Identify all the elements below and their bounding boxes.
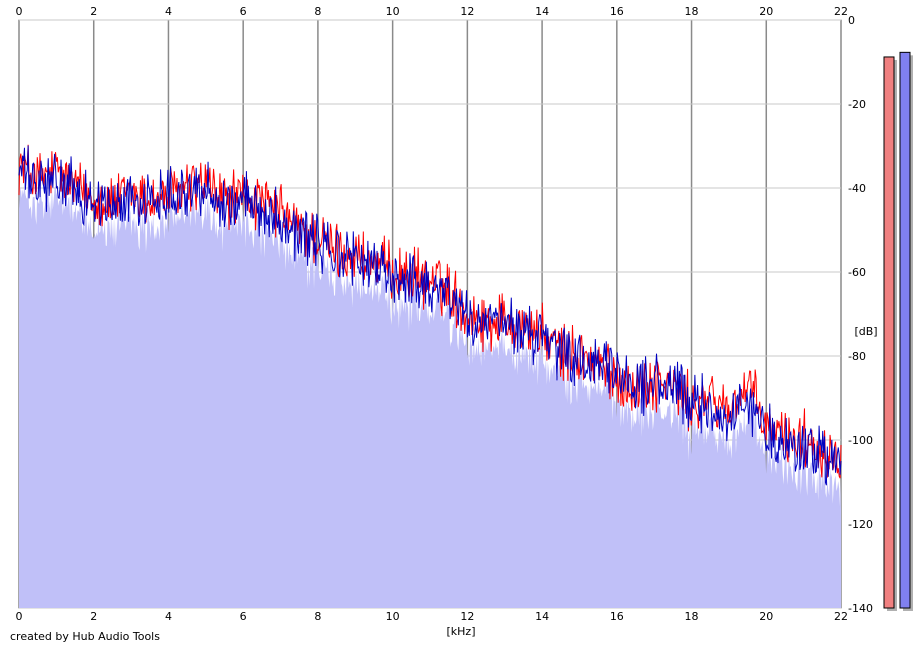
level-meters <box>883 51 913 611</box>
y-tick-label: 0 <box>848 14 855 27</box>
x-axis-title: [kHz] <box>447 625 476 638</box>
x-tick-label-top: 12 <box>460 5 474 18</box>
y-tick-label: -120 <box>848 518 873 531</box>
x-tick-label-top: 22 <box>834 5 848 18</box>
x-tick-label-top: 20 <box>759 5 773 18</box>
x-tick-label-bottom: 0 <box>16 610 23 623</box>
x-tick-label-top: 14 <box>535 5 549 18</box>
x-tick-label-bottom: 4 <box>165 610 172 623</box>
level-meter-bar <box>899 51 911 609</box>
x-tick-label-top: 16 <box>610 5 624 18</box>
y-tick-label: -80 <box>848 350 866 363</box>
level-meter-bar <box>883 56 895 609</box>
x-tick-label-bottom: 2 <box>90 610 97 623</box>
y-tick-label: -60 <box>848 266 866 279</box>
spectrum-series <box>18 144 842 486</box>
x-tick-label-bottom: 12 <box>460 610 474 623</box>
x-tick-label-bottom: 14 <box>535 610 549 623</box>
x-tick-label-top: 10 <box>386 5 400 18</box>
series-line <box>18 145 842 486</box>
spectrum-fill <box>19 178 841 608</box>
x-tick-label-bottom: 10 <box>386 610 400 623</box>
x-tick-label-bottom: 16 <box>610 610 624 623</box>
x-tick-label-bottom: 8 <box>314 610 321 623</box>
x-tick-label-bottom: 6 <box>240 610 247 623</box>
x-tick-label-bottom: 20 <box>759 610 773 623</box>
spectrum-area <box>19 178 841 608</box>
y-tick-label: -100 <box>848 434 873 447</box>
x-axis-bottom: 0 2 4 6 8 10 12 14 16 18 20 22 <box>16 610 849 623</box>
y-tick-label: -140 <box>848 602 873 615</box>
x-tick-label-top: 0 <box>16 5 23 18</box>
x-tick-label-top: 18 <box>685 5 699 18</box>
x-axis-top: 0 2 4 6 8 10 12 14 16 18 20 22 <box>16 5 849 18</box>
x-tick-label-bottom: 22 <box>834 610 848 623</box>
y-tick-label: -20 <box>848 98 866 111</box>
x-tick-label-top: 8 <box>314 5 321 18</box>
credit-text: created by Hub Audio Tools <box>10 630 160 643</box>
x-tick-label-bottom: 18 <box>685 610 699 623</box>
x-tick-label-top: 2 <box>90 5 97 18</box>
x-tick-label-top: 6 <box>240 5 247 18</box>
y-axis-title: [dB] <box>854 325 877 338</box>
x-tick-label-top: 4 <box>165 5 172 18</box>
y-axis-right: 0 -20 -40 -60 -80 -100 -120 -140 <box>848 14 873 615</box>
y-tick-label: -40 <box>848 182 866 195</box>
